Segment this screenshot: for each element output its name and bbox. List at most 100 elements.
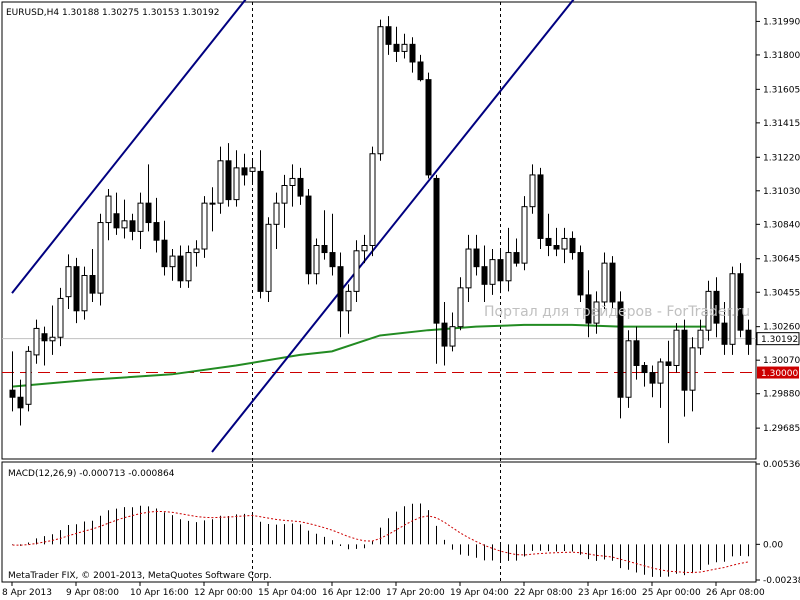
price-tick-label: 1.30070 [763,356,800,366]
candle-bull [209,202,216,205]
macd-group [12,503,749,577]
price-tick-label: 1.31415 [763,119,800,129]
candle-bear [17,396,24,409]
candle-bear [297,177,304,197]
time-tick-label: 22 Apr 08:00 [514,588,573,598]
price-tick-label: 1.31220 [763,153,800,163]
candle-bear [633,340,640,366]
price-axis: 1.31990 1.31800 1.31605 1.31415 1.31220 1.310… [756,17,800,434]
candle-bull [657,361,664,384]
main-pane-frame [1,1,757,460]
candle-bull [361,244,368,252]
candle-bear [385,26,392,45]
time-tick-label: 8 Apr 2013 [2,588,52,598]
candle-bear [393,43,400,52]
candle-bull [457,287,464,328]
time-tick-label: 26 Apr 08:00 [706,588,765,598]
candle-bull [529,174,536,208]
candle-bear [241,167,248,176]
candle-bear [609,262,616,303]
candle-bull [49,336,56,342]
candle-bear [545,237,552,246]
time-tick-label: 16 Apr 12:00 [322,588,381,598]
price-tick-label: 1.30840 [763,220,800,230]
candle-bull [273,202,280,225]
candle-bull [265,223,272,292]
candle-bear [113,213,120,229]
candles-group [9,16,752,444]
candle-bull [249,167,256,172]
candle-bull [185,252,192,282]
candle-bear [513,252,520,264]
candle-bear [417,61,424,81]
candle-bull [729,273,736,345]
time-tick-label: 15 Apr 04:00 [258,588,317,598]
candle-bull [489,259,496,285]
time-tick-label: 25 Apr 00:00 [642,588,701,598]
candle-bear [41,333,48,342]
candle-bull [625,340,632,398]
candle-bear [433,177,440,324]
watermark: Портал для трейдеров - ForTrader.ru [484,304,750,320]
candle-bear [177,255,184,282]
candle-bear [713,290,720,324]
candle-bull [593,301,600,324]
price-tick-label: 1.30260 [763,323,800,333]
price-tick-label: 1.29685 [763,424,800,434]
candle-bear [577,252,584,296]
candle-bull [121,220,128,229]
candle-bear [305,195,312,275]
candle-bull [505,252,512,282]
level-price-tag [757,366,799,379]
price-tick-label: 1.31605 [763,85,800,95]
candle-bull [81,274,88,312]
candle-bear [153,222,160,241]
candle-bull [65,266,72,298]
candle-bull [289,177,296,187]
candle-bear [321,244,328,254]
candle-bear [617,301,624,398]
candle-bull [57,297,64,338]
candle-bull [465,248,472,289]
candle-bear [441,322,448,347]
time-tick-label: 23 Apr 16:00 [578,588,637,598]
trend-channel-line [211,0,575,453]
price-tick-label: 1.31800 [763,51,800,61]
candle-bear [745,329,752,345]
candle-bull [169,255,176,268]
candle-bear [537,174,544,239]
macd-label: MACD(12,26,9) -0.000713 -0.000864 [8,469,175,479]
candle-bull [521,206,528,264]
candle-bear [337,266,344,312]
trend-channel-group[interactable] [11,0,580,453]
level-price-tag-label: 1.30000 [761,369,798,379]
time-tick-label: 10 Apr 16:00 [130,588,189,598]
candle-bull [705,290,712,331]
candle-bear [569,237,576,254]
candle-bear [665,361,672,366]
candle-bull [281,185,288,204]
candle-bull [97,222,104,294]
candle-bear [257,170,264,292]
candle-bear [9,389,16,398]
candle-bear [73,266,80,312]
price-tick-label: 1.31990 [763,17,800,27]
candle-bull [233,167,240,201]
price-tick-label: 1.30455 [763,288,800,298]
time-tick-label: 19 Apr 04:00 [450,588,509,598]
candle-bear [225,160,232,201]
time-tick-label: 12 Apr 00:00 [194,588,253,598]
macd-tick-label: -0.002382 [763,576,800,586]
candle-bear [649,372,656,384]
candle-bear [553,244,560,250]
candle-bear [409,43,416,63]
candle-bear [681,329,688,391]
candle-bull [201,202,208,250]
macd-pane-frame [1,461,757,583]
candle-bull [601,262,608,303]
candle-bear [329,252,336,268]
candle-bear [425,79,432,176]
candle-bear [129,220,136,232]
